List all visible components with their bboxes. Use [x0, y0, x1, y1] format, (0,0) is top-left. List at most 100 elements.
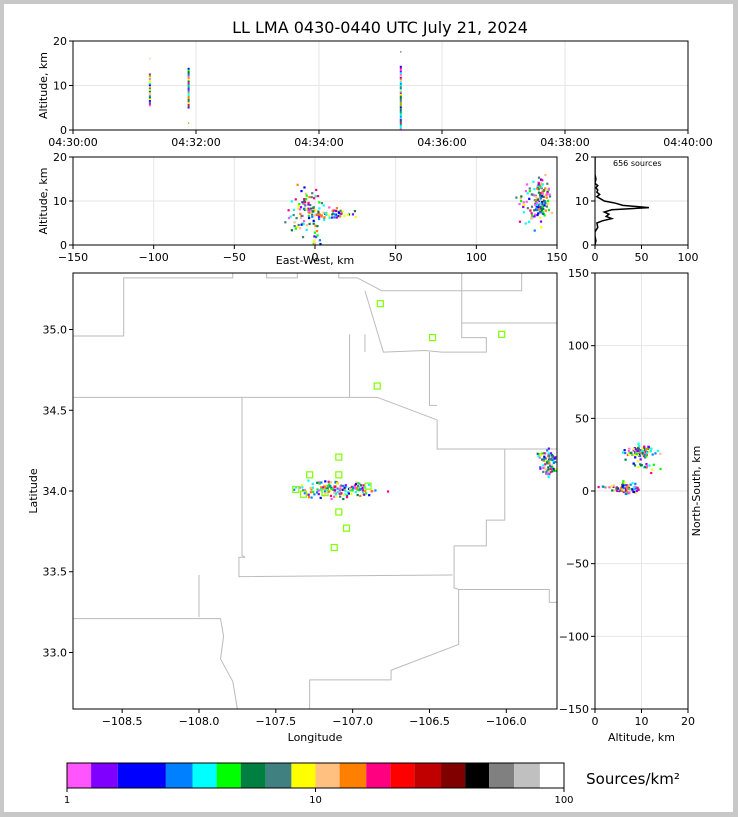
county-border-line: [364, 290, 487, 353]
ns-height-source-point: [644, 448, 648, 451]
plan-view-source-point: [301, 484, 304, 487]
plan-view-source-point: [551, 456, 554, 459]
ew-height-source-point: [320, 202, 324, 205]
ns-height-source-point: [656, 449, 660, 452]
time-height-source-point: [148, 101, 151, 104]
plan-view-source-point: [546, 462, 549, 465]
ew-height-xtick-label: 100: [466, 251, 487, 264]
time-height-axes-frame: [72, 40, 689, 131]
plan-view-source-point: [352, 486, 355, 489]
ew-height-source-point: [312, 239, 316, 242]
plan-view-source-point: [333, 492, 336, 495]
ns-height-source-point: [645, 464, 649, 467]
time-height-source-point: [399, 124, 402, 127]
ns-height-source-point: [612, 484, 616, 487]
ns-height-source-point: [659, 467, 662, 471]
altitude-histogram-line: [595, 157, 650, 245]
ns-height-source-point: [622, 484, 625, 487]
plan-view-source-point: [538, 456, 541, 459]
ew-height-source-point: [548, 195, 552, 198]
ns-height-source-point: [624, 483, 627, 487]
plan-view-source-point: [329, 494, 333, 497]
ew-height-source-point: [308, 211, 311, 214]
colorbar-bin: [414, 763, 442, 788]
plan-view-source-point: [345, 496, 349, 499]
ew-height-source-point: [311, 192, 314, 195]
figure-title: LL LMA 0430-0440 UTC July 21, 2024: [232, 18, 528, 37]
ew-height-source-point: [293, 224, 296, 228]
ew-height-source-point: [541, 205, 544, 208]
ew-height-source-point: [538, 210, 541, 214]
ns-height-source-point: [634, 491, 637, 494]
time-height-source-point: [399, 110, 402, 113]
ew-height-xtick-label: −100: [139, 251, 169, 264]
ew-height-source-point: [301, 214, 304, 218]
plan-view-source-point: [544, 463, 547, 466]
plan-view-source-point: [301, 486, 304, 489]
ew-height-source-point: [520, 195, 523, 198]
time-height-source-point: [399, 73, 402, 76]
plan-view-xtick-label: −107.0: [332, 715, 373, 728]
ew-height-source-point: [541, 202, 544, 205]
ns-height-source-point: [637, 460, 640, 463]
ew-height-source-point: [346, 213, 350, 216]
ew-height-source-point: [545, 205, 548, 208]
ew-height-source-point: [316, 195, 320, 198]
plan-view-source-point: [307, 493, 310, 496]
ew-height-source-point: [314, 209, 317, 212]
ew-height-source-point: [539, 206, 542, 209]
plan-view-source-point: [342, 493, 346, 497]
ew-height-source-point: [541, 194, 544, 198]
plan-view-source-point: [328, 490, 332, 493]
plan-view-source-point: [357, 482, 360, 485]
ew-height-source-point: [540, 186, 543, 189]
altitude-histogram-axes-frame: [594, 156, 689, 246]
ns-height-source-point: [637, 466, 640, 469]
ew-height-source-point: [515, 196, 518, 199]
ew-height-source-point: [290, 229, 293, 232]
ns-height-source-point: [627, 448, 631, 452]
plan-view-source-point: [340, 488, 343, 491]
ew-height-source-point: [302, 207, 306, 211]
ns-height-source-point: [638, 453, 641, 456]
plan-view-source-point: [325, 487, 328, 490]
ew-height-source-point: [351, 213, 355, 216]
plan-view-source-point: [309, 487, 312, 490]
plan-view-source-point: [558, 460, 560, 462]
time-height-source-point: [148, 76, 151, 79]
ns-height-source-point: [631, 489, 634, 492]
ns-height-source-point: [645, 463, 648, 466]
ns-height-source-point: [644, 465, 647, 469]
time-height-xtick-label: 04:32:00: [171, 136, 220, 149]
ns-height-source-point: [622, 451, 625, 454]
ew-height-source-point: [315, 235, 318, 239]
time-height-source-point: [187, 74, 190, 76]
ew-height-source-point: [336, 209, 339, 213]
ew-height-source-point: [528, 197, 531, 200]
ew-height-source-point: [296, 183, 299, 186]
ew-height-source-point: [539, 198, 542, 201]
plan-view-source-point: [311, 486, 315, 489]
ew-height-source-point: [318, 207, 321, 210]
plan-view-source-point: [310, 496, 313, 499]
colorbar-bin: [390, 763, 415, 788]
lma-station-marker: [292, 485, 300, 493]
ew-height-source-point: [543, 189, 546, 192]
ew-height-source-point: [524, 222, 527, 225]
ew-height-source-point: [545, 192, 549, 195]
time-height-source-point: [399, 126, 402, 129]
plan-view-source-point: [330, 486, 333, 490]
ns-height-source-point: [645, 466, 648, 469]
plan-view-source-point: [548, 454, 551, 458]
ew-height-source-point: [299, 206, 303, 209]
plan-view-source-point: [554, 469, 557, 472]
ns-height-source-point: [626, 492, 629, 496]
ew-height-source-point: [294, 198, 297, 201]
plan-view-source-point: [549, 471, 552, 474]
ew-height-source-point: [526, 207, 529, 210]
lma-station-marker: [335, 453, 343, 461]
plan-view-source-point: [551, 466, 554, 469]
plan-view-source-point: [333, 488, 336, 492]
ew-height-source-point: [534, 199, 537, 202]
ns-height-source-point: [659, 452, 662, 455]
